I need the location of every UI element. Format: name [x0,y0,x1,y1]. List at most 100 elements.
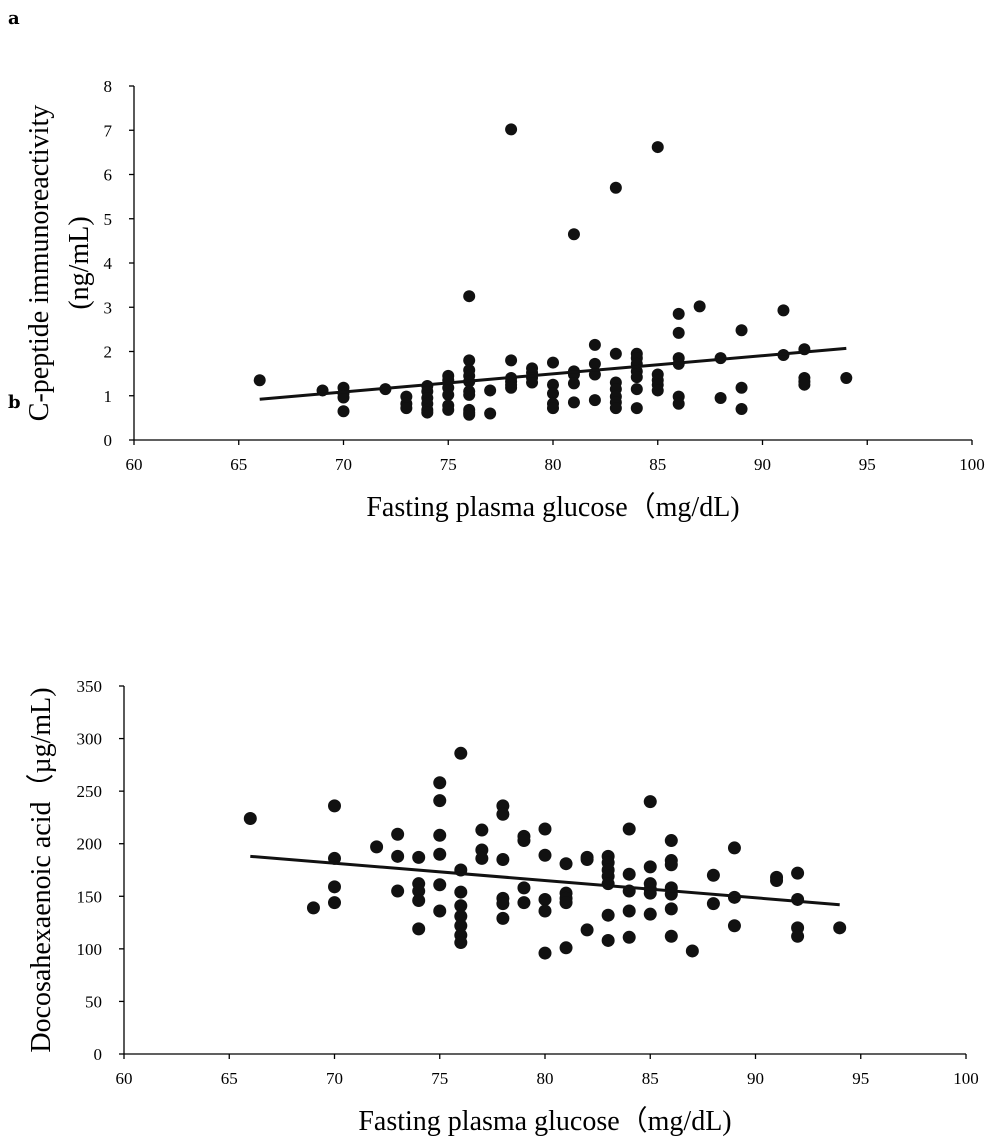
data-point [538,904,552,918]
data-point [588,338,601,351]
data-point [672,307,685,320]
data-point [685,944,699,958]
data-point [588,394,601,407]
y-axis-label: C-peptide immunoreactivity [24,105,55,421]
data-point [609,402,622,415]
data-point [391,884,405,898]
x-tick-label: 65 [221,1069,238,1088]
data-point [601,908,615,922]
y-axis-label: (ng/mL) [64,216,95,309]
data-point [505,381,518,394]
x-tick-label: 75 [440,455,457,474]
x-axis-label: Fasting plasma glucose（mg/dL) [358,1105,731,1137]
data-point [833,921,847,935]
data-point [727,841,741,855]
data-point [253,374,266,387]
x-tick-label: 95 [852,1069,869,1088]
y-tick-label: 4 [104,254,113,273]
data-point [588,357,601,370]
data-point [496,897,510,911]
x-tick-label: 70 [335,455,352,474]
y-tick-label: 250 [77,782,103,801]
data-point [370,840,384,854]
data-point [840,372,853,385]
data-point [567,228,580,241]
data-point [538,822,552,836]
y-tick-label: 6 [104,166,113,185]
x-tick-label: 60 [116,1069,133,1088]
data-point [651,384,664,397]
data-point [442,388,455,401]
data-point [567,377,580,390]
data-point [791,929,805,943]
data-point [433,794,447,808]
data-point [400,402,413,415]
data-point [391,849,405,863]
panel-label-b: b [8,392,21,413]
data-point [412,922,426,936]
data-point [622,930,636,944]
data-point [337,391,350,404]
data-point [601,877,615,891]
data-point [630,371,643,384]
data-point [547,402,559,415]
data-point [463,388,476,401]
data-point [609,347,622,360]
data-point [559,896,573,910]
data-point [463,408,476,421]
y-tick-label: 8 [104,77,113,96]
data-point [770,874,784,888]
trend-line [259,346,847,401]
data-point [243,811,257,825]
data-point [421,406,434,419]
y-tick-label: 3 [104,298,113,317]
chart-a: 0 1 2 3 4 5 6 7 8 60 65 70 75 80 85 90 95 100 Fasting plas… [24,77,985,523]
data-point [735,403,748,416]
x-tick-label: 80 [545,455,562,474]
data-point [475,823,489,837]
data-point [484,384,497,397]
y-tick-label: 350 [77,677,103,696]
data-point [580,923,594,937]
data-point [505,123,518,136]
data-point [526,376,539,389]
data-point [735,381,748,394]
data-point [337,405,350,418]
data-point [693,300,706,313]
y-tick-label: 0 [94,1045,103,1064]
data-point [791,866,805,880]
x-tick-label: 75 [431,1069,448,1088]
y-tick-label: 1 [104,387,113,406]
y-tick-label: 0 [104,431,113,450]
data-point [484,407,497,420]
data-point [664,858,678,872]
data-point [651,141,664,154]
data-point [412,850,426,864]
x-tick-label: 90 [747,1069,764,1088]
data-point [433,904,447,918]
x-tick-label: 90 [754,455,771,474]
data-point [517,834,531,848]
y-tick-label: 5 [104,210,113,229]
data-point [442,403,455,416]
data-point [412,893,426,907]
data-point [433,878,447,892]
data-point [328,799,341,813]
data-point [547,356,559,369]
data-point [517,881,531,895]
x-axis-label: Fasting plasma glucose（mg/dL) [366,491,739,523]
y-tick-label: 50 [85,992,102,1011]
panel-label-a: a [8,8,20,29]
y-axis-label: Docosahexaenoic acid（µg/mL) [25,687,57,1052]
x-tick-label: 100 [959,455,985,474]
data-point [630,383,643,396]
data-point [547,387,559,400]
data-point [714,391,727,404]
data-point [538,848,552,862]
data-point [706,897,720,911]
data-point [463,290,476,303]
x-tick-label: 80 [537,1069,554,1088]
x-tick-label: 85 [642,1069,659,1088]
y-tick-label: 200 [77,835,103,854]
